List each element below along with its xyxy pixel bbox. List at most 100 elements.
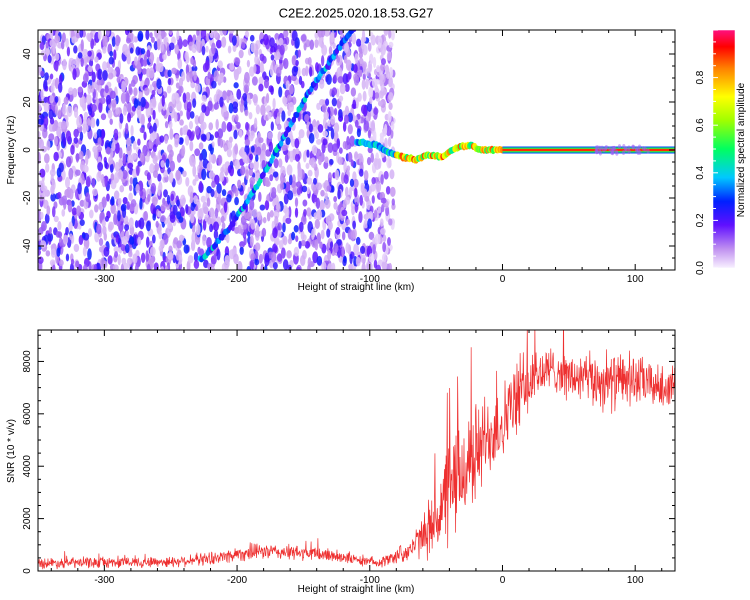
- heatmap-noise-cell: [345, 242, 350, 253]
- heatmap-noise-cell: [149, 102, 153, 109]
- snr-axes-frame: [37, 329, 676, 572]
- heatmap-noise-cell: [375, 78, 380, 85]
- heatmap-noise-cell: [79, 219, 85, 227]
- heatmap-noise-cell: [130, 199, 137, 208]
- heatmap-noise-cell: [102, 225, 107, 236]
- heatmap-noise-cell: [287, 190, 294, 201]
- heatmap-noise-cell: [242, 92, 247, 102]
- heatmap-noise-cell: [380, 63, 386, 71]
- heatmap-noise-cell: [239, 246, 244, 255]
- heatmap-noise-cell: [276, 230, 282, 238]
- heatmap-noise-cell: [125, 37, 132, 44]
- heatmap-noise-cell: [265, 92, 270, 104]
- heatmap-noise-cell: [363, 106, 368, 117]
- heatmap-noise-cell: [145, 250, 149, 263]
- heatmap-noise-cell: [298, 129, 305, 139]
- heatmap-noise-cell: [50, 248, 57, 258]
- heatmap-noise-cell: [241, 41, 246, 49]
- heatmap-noise-cell: [275, 201, 281, 211]
- heatmap-noise-cell: [56, 247, 61, 257]
- heatmap-noise-cell: [338, 109, 343, 119]
- heatmap-faint-cell: [621, 150, 626, 155]
- heatmap-noise-cell: [296, 187, 301, 196]
- snr-y-tick-label: 8000: [22, 350, 33, 373]
- heatmap-noise-cell: [278, 37, 284, 47]
- heatmap-noise-cell: [74, 169, 81, 176]
- heatmap-noise-cell: [276, 222, 283, 232]
- heatmap-noise-cell: [272, 97, 276, 110]
- heatmap-noise-cell: [284, 181, 291, 194]
- heatmap-noise-cell: [315, 62, 319, 72]
- heatmap-noise-cell: [294, 207, 299, 218]
- heatmap-noise-cell: [43, 153, 50, 164]
- heatmap-noise-cell: [357, 92, 362, 102]
- heatmap-noise-cell: [225, 233, 230, 244]
- heatmap-noise-cell: [64, 176, 71, 189]
- heatmap-noise-cell: [54, 104, 59, 116]
- heatmap-noise-cell: [82, 73, 89, 84]
- heatmap-noise-cell: [298, 240, 302, 249]
- heatmap-noise-cell: [220, 166, 225, 174]
- heatmap-noise-cell: [363, 170, 369, 181]
- heatmap-x-tick-label: -100: [360, 274, 380, 285]
- heatmap-noise-cell: [94, 204, 99, 213]
- heatmap-noise-cell: [388, 41, 394, 48]
- heatmap-noise-cell: [189, 140, 194, 152]
- heatmap-noise-cell: [111, 141, 116, 152]
- heatmap-noise-cell: [121, 80, 126, 93]
- heatmap-noise-cell: [122, 152, 126, 165]
- heatmap-noise-cell: [333, 242, 339, 254]
- heatmap-noise-cell: [320, 229, 325, 240]
- heatmap-noise-cell: [54, 95, 59, 103]
- heatmap-noise-cell: [333, 108, 338, 116]
- heatmap-noise-cell: [267, 131, 273, 140]
- heatmap-noise-cell: [130, 125, 134, 137]
- heatmap-noise-cell: [186, 72, 191, 83]
- heatmap-noise-cell: [148, 67, 155, 79]
- heatmap-noise-cell: [222, 30, 227, 36]
- heatmap-noise-cell: [77, 86, 83, 93]
- heatmap-noise-cell: [154, 162, 160, 172]
- heatmap-noise-cell: [52, 264, 56, 270]
- heatmap-noise-cell: [184, 135, 190, 146]
- heatmap-noise-cell: [292, 186, 297, 195]
- heatmap-noise-cell: [49, 73, 54, 80]
- heatmap-noise-cell: [228, 249, 235, 260]
- heatmap-noise-cell: [179, 194, 186, 207]
- heatmap-noise-cell: [139, 127, 145, 134]
- heatmap-noise-cell: [344, 105, 350, 117]
- heatmap-noise-cell: [155, 220, 159, 228]
- heatmap-faint-cell: [598, 150, 602, 156]
- heatmap-noise-cell: [152, 155, 158, 165]
- heatmap-noise-cell: [333, 122, 340, 134]
- heatmap-noise-cell: [250, 145, 255, 153]
- heatmap-noise-cell: [89, 85, 95, 93]
- heatmap-noise-cell: [201, 168, 207, 181]
- heatmap-noise-cell: [181, 144, 186, 157]
- heatmap-noise-cell: [365, 78, 369, 90]
- heatmap-noise-cell: [90, 117, 96, 129]
- heatmap-noise-cell: [209, 170, 214, 179]
- heatmap-noise-cell: [287, 237, 292, 245]
- heatmap-noise-cell: [38, 233, 41, 242]
- heatmap-noise-cell: [189, 72, 194, 84]
- heatmap-noise-cell: [324, 156, 329, 164]
- heatmap-faint-cell: [646, 148, 650, 154]
- heatmap-noise-cell: [272, 227, 278, 239]
- heatmap-noise-cell: [146, 49, 151, 58]
- heatmap-noise-cell: [54, 136, 58, 147]
- heatmap-noise-cell: [149, 32, 153, 39]
- heatmap-noise-cell: [380, 58, 387, 66]
- heatmap-noise-cell: [328, 46, 333, 56]
- heatmap-noise-cell: [369, 87, 374, 99]
- heatmap-noise-cell: [274, 33, 280, 41]
- heatmap-noise-cell: [259, 204, 266, 211]
- heatmap-noise-cell: [160, 160, 165, 168]
- heatmap-faint-cell: [600, 145, 604, 151]
- heatmap-noise-cell: [295, 153, 301, 162]
- heatmap-noise-cell: [185, 176, 190, 187]
- heatmap-noise-cell: [83, 164, 89, 173]
- heatmap-noise-cell: [301, 185, 308, 193]
- heatmap-noise-cell: [98, 201, 103, 210]
- heatmap-noise-cell: [269, 37, 275, 48]
